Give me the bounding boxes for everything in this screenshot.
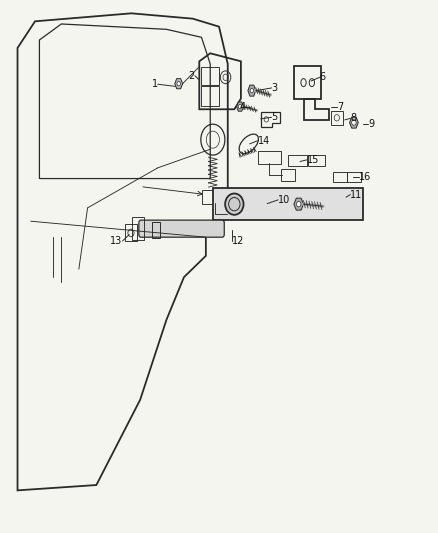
Circle shape (238, 104, 242, 109)
Text: 16: 16 (359, 172, 371, 182)
Circle shape (177, 82, 180, 86)
Text: 11: 11 (350, 190, 363, 199)
FancyBboxPatch shape (139, 220, 224, 237)
Polygon shape (248, 85, 256, 96)
Text: 2: 2 (189, 71, 195, 80)
Text: 12: 12 (232, 236, 244, 246)
FancyBboxPatch shape (213, 188, 363, 220)
Ellipse shape (225, 193, 244, 215)
Text: 4: 4 (239, 102, 245, 111)
Text: 5: 5 (272, 112, 278, 122)
Text: 9: 9 (368, 119, 374, 128)
Text: 13: 13 (110, 236, 123, 246)
Polygon shape (237, 102, 244, 111)
Circle shape (297, 201, 301, 207)
Text: 3: 3 (272, 83, 278, 93)
Text: 6: 6 (320, 72, 326, 82)
Text: 15: 15 (307, 155, 319, 165)
Text: 14: 14 (258, 136, 270, 146)
Polygon shape (175, 78, 183, 89)
Polygon shape (350, 117, 358, 128)
Text: 1: 1 (152, 79, 158, 89)
Circle shape (250, 88, 254, 93)
Polygon shape (294, 198, 304, 210)
Text: 8: 8 (350, 114, 357, 123)
Text: 7: 7 (337, 102, 343, 111)
Circle shape (352, 120, 356, 125)
Text: 10: 10 (278, 195, 290, 205)
